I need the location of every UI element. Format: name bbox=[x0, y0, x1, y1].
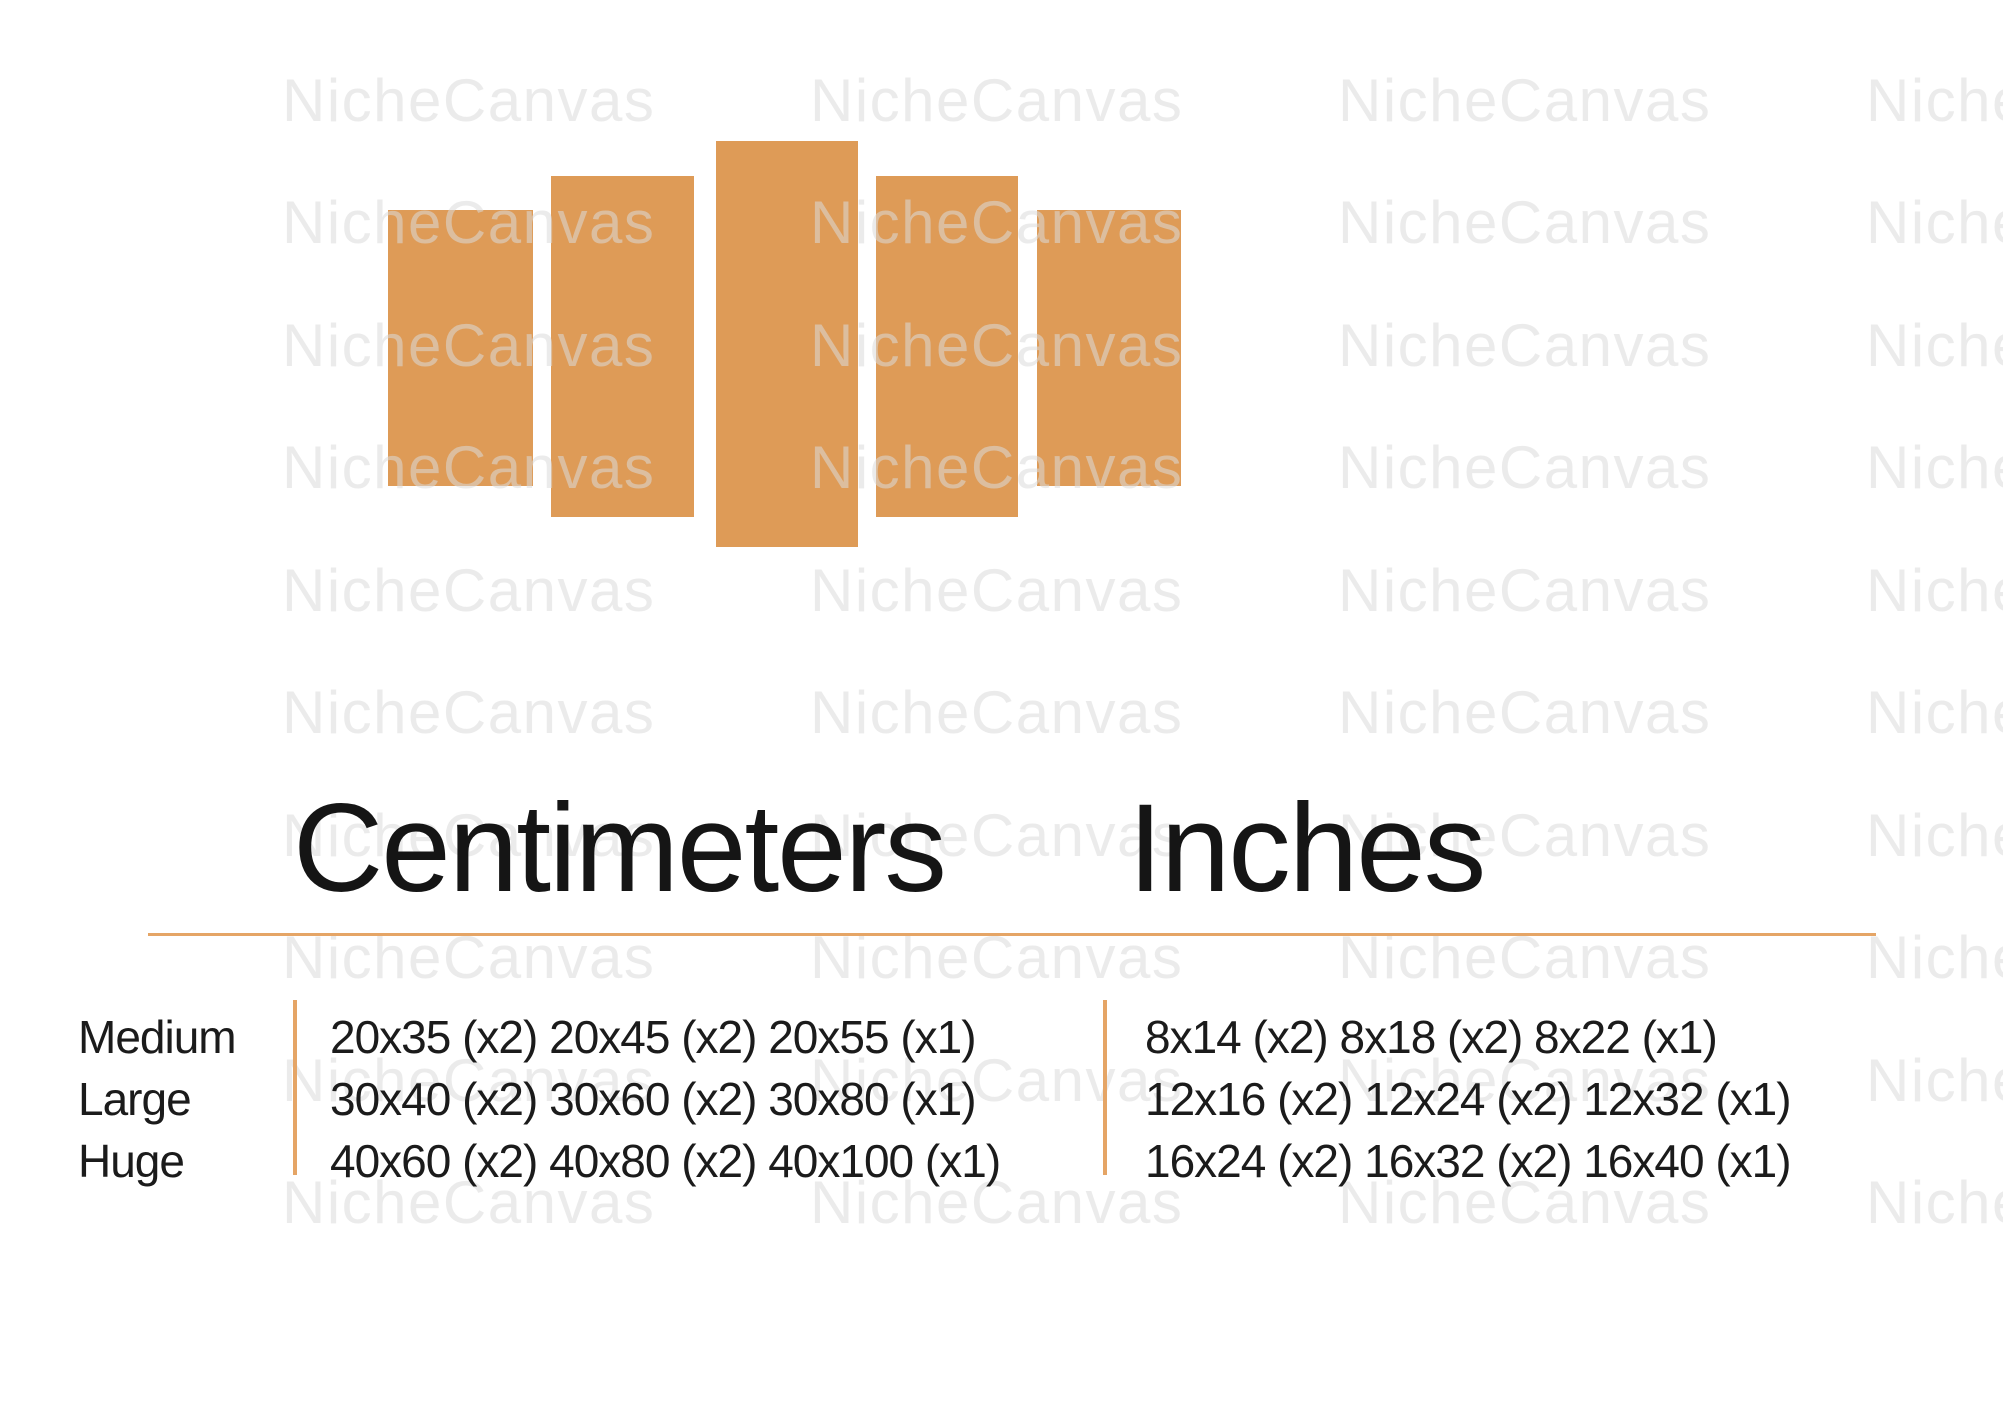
inch-sizes: 16x24 (x2) 16x32 (x2) 16x40 (x1) bbox=[1145, 1135, 1792, 1187]
size-label: Large bbox=[78, 1073, 192, 1125]
size-label: Medium bbox=[78, 1011, 237, 1063]
size-table-row-medium: Medium 20x35 (x2) 20x45 (x2) 20x55 (x1) … bbox=[0, 1009, 2003, 1065]
inch-sizes: 12x16 (x2) 12x24 (x2) 12x32 (x1) bbox=[1145, 1073, 1792, 1125]
canvas-panel-2 bbox=[551, 176, 694, 517]
canvas-panel-1 bbox=[388, 210, 533, 486]
centimeters-heading: Centimeters bbox=[293, 779, 947, 918]
canvas-panel-5 bbox=[1037, 210, 1181, 486]
size-label: Huge bbox=[78, 1135, 185, 1187]
canvas-panel-3 bbox=[716, 141, 858, 547]
cm-sizes: 30x40 (x2) 30x60 (x2) 30x80 (x1) bbox=[330, 1073, 977, 1125]
size-table-row-large: Large 30x40 (x2) 30x60 (x2) 30x80 (x1) 1… bbox=[0, 1071, 2003, 1127]
size-table-row-huge: Huge 40x60 (x2) 40x80 (x2) 40x100 (x1) 1… bbox=[0, 1133, 2003, 1189]
cm-sizes: 20x35 (x2) 20x45 (x2) 20x55 (x1) bbox=[330, 1011, 977, 1063]
canvas-panel-4 bbox=[876, 176, 1018, 517]
label-cm-divider-line bbox=[293, 1000, 297, 1175]
cm-inch-divider-line bbox=[1103, 1000, 1107, 1175]
cm-sizes: 40x60 (x2) 40x80 (x2) 40x100 (x1) bbox=[330, 1135, 1001, 1187]
header-divider-line bbox=[148, 933, 1876, 936]
inch-sizes: 8x14 (x2) 8x18 (x2) 8x22 (x1) bbox=[1145, 1011, 1718, 1063]
inches-heading: Inches bbox=[1128, 779, 1486, 918]
